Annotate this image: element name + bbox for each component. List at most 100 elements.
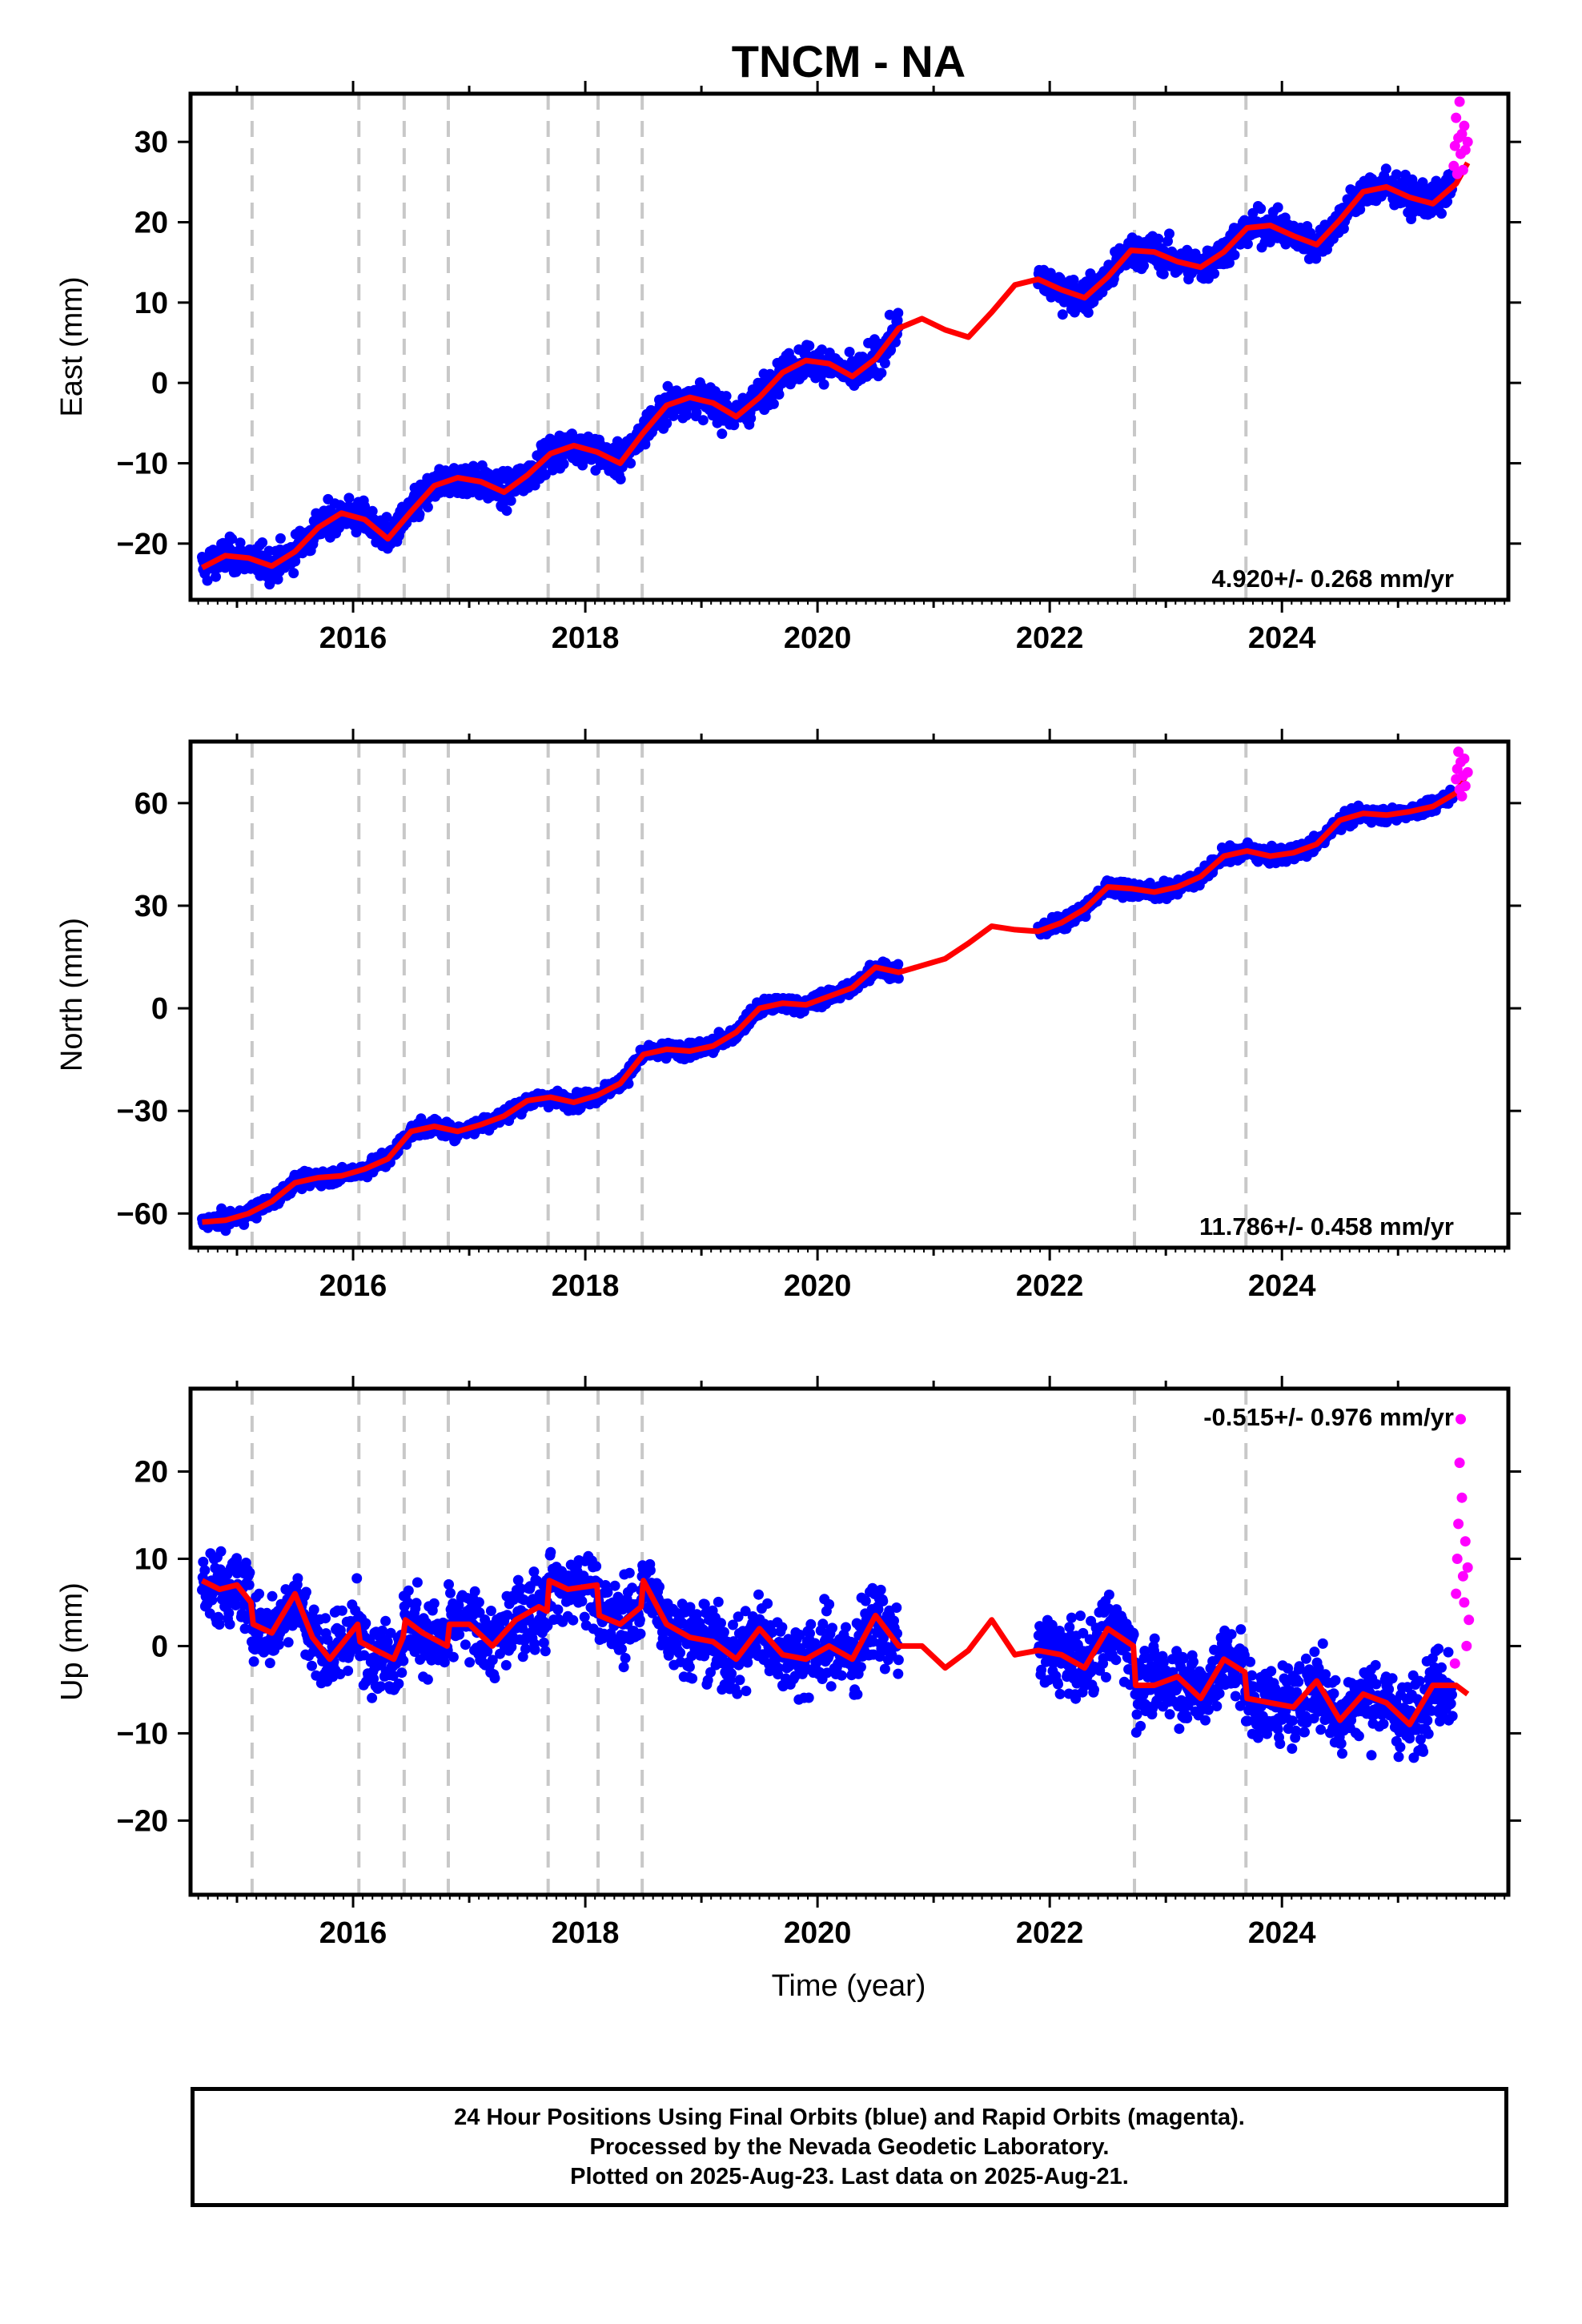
x-tick-label: 2016 xyxy=(319,1269,387,1303)
final-orbit-point xyxy=(487,1655,498,1666)
final-orbit-point xyxy=(360,1618,371,1629)
final-orbit-point xyxy=(520,1643,531,1655)
final-orbit-point xyxy=(215,1546,227,1557)
y-tick-label: 10 xyxy=(135,287,168,320)
final-orbit-point xyxy=(505,495,516,506)
plot-frame xyxy=(188,739,1511,1250)
final-orbit-point xyxy=(359,501,370,512)
final-orbit-point xyxy=(1209,268,1220,279)
final-orbit-point xyxy=(312,1626,323,1636)
final-orbit-point xyxy=(1272,202,1283,213)
final-orbit-point xyxy=(422,1674,433,1685)
final-orbit-point xyxy=(879,358,890,368)
final-orbit-point xyxy=(893,959,904,970)
final-orbit-point xyxy=(668,410,679,421)
final-orbit-point xyxy=(414,509,425,520)
final-orbit-point xyxy=(272,573,283,585)
x-tick-label: 2020 xyxy=(784,621,852,655)
final-orbit-point xyxy=(517,1651,528,1663)
final-orbit-point xyxy=(275,533,286,544)
figure-title: TNCM - NA xyxy=(732,36,966,86)
final-orbit-point xyxy=(199,1565,211,1576)
final-orbit-point xyxy=(343,1665,354,1676)
final-orbit-point xyxy=(893,308,904,319)
final-orbit-point xyxy=(876,368,887,379)
final-orbit-point xyxy=(697,415,709,426)
x-tick-label: 2024 xyxy=(1248,621,1316,655)
final-orbit-point xyxy=(681,410,692,421)
final-orbit-point xyxy=(885,344,897,356)
rapid-orbit-point xyxy=(1448,160,1460,171)
final-orbit-point xyxy=(428,1598,440,1609)
final-orbit-point xyxy=(721,391,732,402)
final-orbit-point xyxy=(381,512,392,523)
final-orbit-point xyxy=(202,575,213,586)
final-orbit-point xyxy=(307,1660,317,1671)
rapid-orbit-point xyxy=(1456,128,1468,139)
final-orbit-point xyxy=(489,1673,500,1683)
final-orbit-point xyxy=(485,1606,496,1616)
x-tick-label: 2020 xyxy=(784,1269,852,1303)
x-tick-label: 2022 xyxy=(1016,621,1084,655)
final-orbit-point xyxy=(1229,249,1240,260)
final-orbit-point xyxy=(1417,177,1428,188)
final-orbit-point xyxy=(515,1582,526,1594)
final-orbit-point xyxy=(1068,275,1079,285)
final-orbit-point xyxy=(380,1615,391,1626)
final-orbit-point xyxy=(1391,169,1402,180)
rapid-orbit-point xyxy=(1460,781,1471,791)
final-orbit-point xyxy=(267,1590,278,1602)
final-orbit-point xyxy=(1164,228,1174,239)
final-orbit-point xyxy=(460,1639,471,1651)
rapid-orbit-point xyxy=(1460,144,1471,155)
final-orbit-point xyxy=(257,537,268,548)
final-orbit-point xyxy=(501,505,512,517)
final-orbit-point xyxy=(396,1667,408,1679)
final-orbit-point xyxy=(1255,203,1267,215)
x-tick-label: 2018 xyxy=(552,621,620,655)
final-orbit-point xyxy=(292,1573,303,1584)
final-orbit-point xyxy=(227,533,238,545)
final-orbit-point xyxy=(367,505,378,517)
final-orbit-point xyxy=(1153,233,1164,244)
final-orbit-point xyxy=(1158,268,1169,279)
final-orbit-point xyxy=(235,537,246,549)
final-orbit-point xyxy=(243,1579,255,1590)
final-orbit-point xyxy=(308,1604,319,1615)
final-orbit-point xyxy=(1436,208,1447,219)
x-tick-label: 2018 xyxy=(552,1269,620,1303)
final-orbit-point xyxy=(512,1574,524,1586)
final-orbit-point xyxy=(351,1573,363,1584)
final-orbit-point xyxy=(403,1597,414,1608)
final-orbit-point xyxy=(464,1657,476,1668)
y-tick-label: −30 xyxy=(117,1095,168,1128)
final-orbit-point xyxy=(1138,260,1149,271)
final-orbit-point xyxy=(439,1657,450,1668)
final-orbit-point xyxy=(1242,239,1253,250)
y-tick-label: −20 xyxy=(117,528,168,561)
final-orbit-point xyxy=(528,1566,540,1578)
rapid-orbit-point xyxy=(1462,136,1473,147)
rapid-orbit-points xyxy=(1448,96,1473,179)
y-tick-label: −60 xyxy=(117,1197,168,1231)
final-orbit-point xyxy=(804,340,815,352)
final-orbit-point xyxy=(473,1597,484,1608)
final-orbit-point xyxy=(454,1629,465,1640)
final-orbit-point xyxy=(385,1627,396,1638)
final-orbit-point xyxy=(273,1639,284,1651)
x-tick-label: 2016 xyxy=(319,621,387,655)
final-orbit-point xyxy=(1442,196,1453,207)
final-orbit-points xyxy=(197,1546,1458,1763)
y-tick-label: 20 xyxy=(135,207,168,240)
final-orbit-point xyxy=(893,973,904,984)
final-orbit-point xyxy=(640,439,651,450)
final-orbit-point xyxy=(625,458,636,468)
final-orbit-point xyxy=(412,1577,423,1588)
final-orbit-point xyxy=(445,1587,456,1598)
y-axis-label: East (mm) xyxy=(55,276,89,416)
final-orbit-point xyxy=(375,1681,387,1692)
y-axis-label: North (mm) xyxy=(55,918,89,1072)
